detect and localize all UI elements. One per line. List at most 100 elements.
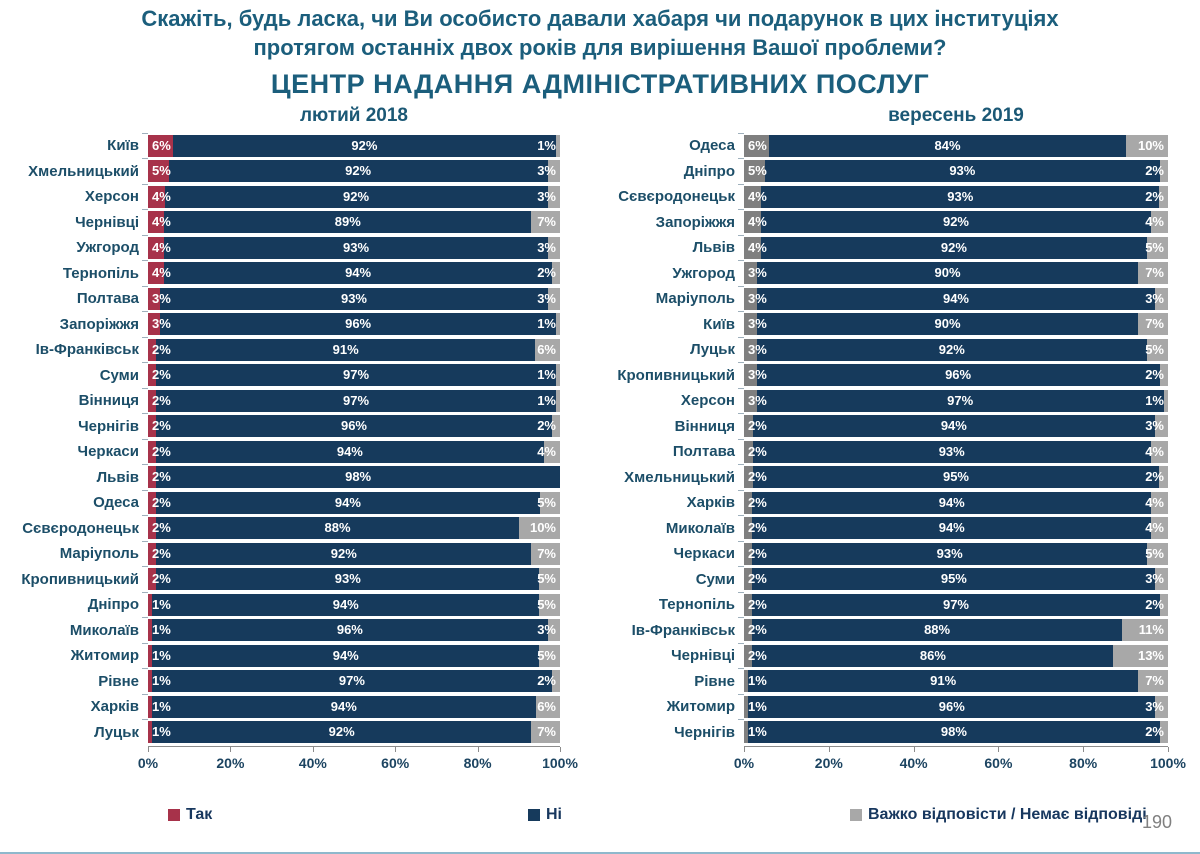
bar-value-label: 86% <box>919 647 946 663</box>
category-label: Дніпро <box>87 596 139 614</box>
bar-track: 88% 10% 2% <box>142 515 560 540</box>
segment-dk <box>531 542 560 565</box>
bar-value-label: 3% <box>537 163 556 179</box>
table-row: Чернігів 98% 2% 1% <box>612 719 1168 746</box>
table-row: Суми 97% 1% 2% <box>8 362 560 389</box>
bar-track: 96% 2% 2% <box>142 413 560 438</box>
segment-no: 93% <box>160 287 548 310</box>
bar-value-label: 4% <box>1145 443 1164 459</box>
category-label: Запоріжжя <box>655 213 735 231</box>
segment-no: 94% <box>152 695 536 718</box>
table-row: Чернівці 89% 7% 4% <box>8 209 560 236</box>
table-row: Львів 92% 5% 4% <box>612 234 1168 261</box>
bar-value-label: 2% <box>748 418 767 434</box>
bar-track: 92% 5% 3% <box>738 336 1168 361</box>
segment-yes <box>744 593 753 616</box>
segment-no: 88% <box>752 619 1122 642</box>
bar-value-label: 6% <box>748 137 767 153</box>
category-label: Київ <box>703 315 735 333</box>
bar-track: 91% 6% 2% <box>142 336 560 361</box>
bar-value-label: 1% <box>152 596 171 612</box>
bar-value-label: 94% <box>334 494 361 510</box>
bar-value-label: 2% <box>748 622 767 638</box>
category-label: Тернопіль <box>658 596 735 614</box>
category-label: Ужгород <box>76 239 139 257</box>
segment-yes <box>148 313 161 336</box>
bar-value-label: 2% <box>152 545 171 561</box>
segment-yes <box>148 440 157 463</box>
category-label: Чернівці <box>75 213 139 231</box>
bar-value-label: 2% <box>152 367 171 383</box>
axis-tick-label: 40% <box>899 755 928 772</box>
chart-date-title: лютий 2018 <box>299 105 409 127</box>
bar-value-label: 5% <box>1145 545 1164 561</box>
table-row: Тернопіль 94% 2% 4% <box>8 260 560 287</box>
bar-value-label: 95% <box>942 469 969 485</box>
bar-track: 98% 2% 1% <box>738 719 1168 744</box>
table-row: Запоріжжя 96% 1% 3% <box>8 311 560 338</box>
category-label: Чернігів <box>78 417 139 435</box>
table-row: Сєвєродонецьк 93% 2% 4% <box>612 183 1168 210</box>
bar-value-label: 2% <box>748 520 767 536</box>
bar-track: 96% 3% 1% <box>738 693 1168 718</box>
bar-value-label: 3% <box>748 367 767 383</box>
category-label: Суми <box>99 366 139 384</box>
bar-value-label: 7% <box>537 214 556 230</box>
category-label: Житомир <box>70 647 139 665</box>
bar-value-label: 7% <box>1145 673 1164 689</box>
bar-track: 84% 10% 6% <box>738 132 1168 157</box>
segment-yes <box>148 134 173 157</box>
bar-value-label: 5% <box>152 163 171 179</box>
segment-yes <box>148 593 153 616</box>
bar-track: 88% 11% 2% <box>738 617 1168 642</box>
segment-yes <box>744 338 757 361</box>
bar-value-label: 13% <box>1137 647 1164 663</box>
bar-value-label: 93% <box>334 571 361 587</box>
table-row: Миколаїв 94% 4% 2% <box>612 515 1168 542</box>
axis-tick <box>828 747 830 753</box>
question-line-1: Скажіть, будь ласка, чи Ви особисто дава… <box>141 6 1059 31</box>
bar-value-label: 2% <box>1145 188 1164 204</box>
segment-yes <box>744 160 766 183</box>
category-label: Львів <box>96 468 139 486</box>
segment-dk <box>539 491 560 514</box>
segment-dk <box>1121 619 1168 642</box>
table-row: Одеса 94% 5% 2% <box>8 489 560 516</box>
category-label: Ів-Франківськ <box>35 341 139 359</box>
segment-no: 97% <box>152 670 552 693</box>
segment-no: 92% <box>168 160 548 183</box>
bar-value-label: 92% <box>351 137 378 153</box>
bar-value-label: 91% <box>332 341 359 357</box>
table-row: Хмельницький 95% 2% 2% <box>612 464 1168 491</box>
segment-dk <box>1151 517 1168 540</box>
segment-no: 93% <box>156 568 540 591</box>
bar-track: 93% 5% 2% <box>738 540 1168 565</box>
bar-value-label: 98% <box>345 469 372 485</box>
axis-tick <box>560 747 561 753</box>
segment-no: 97% <box>156 364 556 387</box>
segment-dk <box>1155 568 1168 591</box>
segment-yes <box>744 134 770 157</box>
axis-tick <box>1168 747 1169 753</box>
axis-tick-label: 20% <box>814 755 843 772</box>
bar-track: 92% 7% 2% <box>142 540 560 565</box>
segment-no: 94% <box>152 593 540 616</box>
segment-dk <box>547 619 560 642</box>
bar-value-label: 6% <box>537 341 556 357</box>
bar-value-label: 96% <box>945 367 972 383</box>
bar-track: 96% 1% 3% <box>142 311 560 336</box>
segment-no: 96% <box>160 313 556 336</box>
segment-no: 97% <box>752 593 1160 616</box>
bar-value-label: 2% <box>748 494 767 510</box>
category-label: Вінниця <box>78 392 139 410</box>
segment-dk <box>1159 185 1168 208</box>
bar-track: 98% 2% <box>142 464 560 489</box>
bar-value-label: 5% <box>537 494 556 510</box>
bar-value-label: 5% <box>1145 341 1164 357</box>
bar-value-label: 1% <box>748 673 767 689</box>
axis-tick-label: 80% <box>463 755 492 772</box>
table-row: Житомир 96% 3% 1% <box>612 693 1168 720</box>
segment-yes <box>744 695 749 718</box>
category-label: Херсон <box>680 392 735 410</box>
table-row: Суми 95% 3% 2% <box>612 566 1168 593</box>
